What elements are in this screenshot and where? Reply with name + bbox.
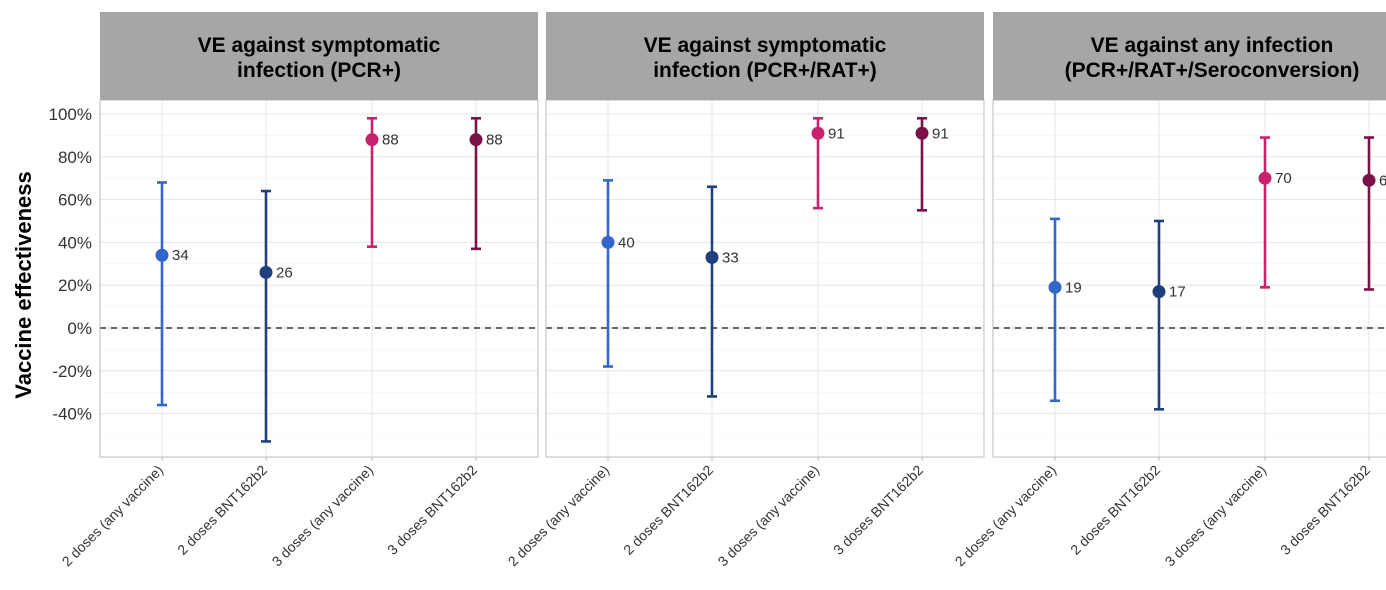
y-tick-label: 100%: [49, 105, 92, 124]
y-tick-label: 60%: [58, 191, 92, 210]
point-estimate: [1152, 285, 1166, 299]
data-label: 40: [618, 234, 635, 251]
facet-panel: VE against any infection(PCR+/RAT+/Seroc…: [952, 12, 1386, 569]
facet-title-line: infection (PCR+/RAT+): [653, 59, 877, 82]
point-estimate: [1362, 173, 1376, 187]
x-tick-label: 2 doses (any vaccine): [505, 462, 613, 570]
x-tick-label: 3 doses BNT162b2: [830, 462, 926, 558]
x-tick-label: 2 doses (any vaccine): [952, 462, 1060, 570]
panel-background: [100, 100, 538, 457]
point-estimate: [1258, 171, 1272, 185]
data-label: 91: [932, 125, 949, 142]
facet-strip: [100, 12, 538, 100]
point-estimate: [1048, 280, 1062, 294]
facet-title-line: (PCR+/RAT+/Seroconversion): [1065, 59, 1360, 82]
data-label: 69: [1379, 172, 1386, 189]
facet-title-line: VE against any infection: [1091, 34, 1334, 57]
point-estimate: [811, 126, 825, 140]
panel-background: [546, 100, 984, 457]
point-estimate: [915, 126, 929, 140]
x-tick-label: 3 doses BNT162b2: [384, 462, 480, 558]
data-label: 88: [382, 132, 399, 149]
point-estimate: [469, 133, 483, 147]
y-tick-label: 0%: [67, 319, 92, 338]
point-estimate: [601, 235, 615, 249]
x-tick-label: 3 doses (any vaccine): [1162, 462, 1270, 570]
x-tick-label: 2 doses BNT162b2: [1067, 462, 1163, 558]
x-tick-label: 3 doses (any vaccine): [269, 462, 377, 570]
facet-title-line: VE against symptomatic: [644, 34, 887, 57]
y-tick-label: 40%: [58, 233, 92, 252]
facet-title-line: VE against symptomatic: [198, 34, 441, 57]
x-tick-label: 3 doses BNT162b2: [1277, 462, 1373, 558]
y-tick-label: -20%: [52, 362, 92, 381]
facet-title-line: infection (PCR+): [237, 59, 401, 82]
x-tick-label: 2 doses BNT162b2: [174, 462, 270, 558]
x-tick-label: 2 doses BNT162b2: [620, 462, 716, 558]
data-label: 34: [172, 247, 189, 264]
x-tick-label: 2 doses (any vaccine): [59, 462, 167, 570]
data-label: 19: [1065, 279, 1082, 296]
data-label: 70: [1275, 170, 1292, 187]
facet-strip: [993, 12, 1386, 100]
y-tick-label: 80%: [58, 148, 92, 167]
y-axis-label: Vaccine effectiveness: [11, 171, 36, 398]
data-label: 33: [722, 249, 739, 266]
facet-strip: [546, 12, 984, 100]
x-tick-label: 3 doses (any vaccine): [715, 462, 823, 570]
point-estimate: [155, 248, 169, 262]
data-label: 91: [828, 125, 845, 142]
y-tick-label: 20%: [58, 276, 92, 295]
data-label: 26: [276, 264, 293, 281]
point-estimate: [259, 265, 273, 279]
y-tick-label: -40%: [52, 405, 92, 424]
data-label: 88: [486, 132, 503, 149]
panel-background: [993, 100, 1386, 457]
point-estimate: [705, 250, 719, 264]
data-label: 17: [1169, 284, 1186, 301]
point-estimate: [365, 133, 379, 147]
